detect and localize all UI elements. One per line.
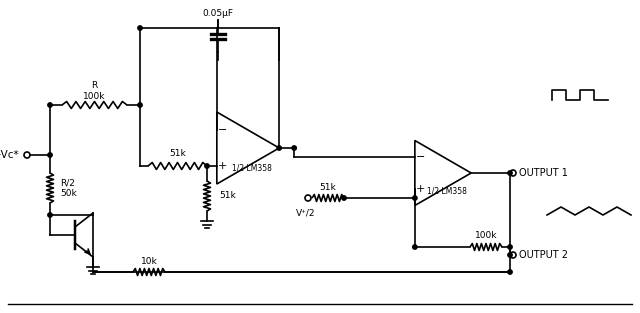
Text: V⁺/2: V⁺/2 [296,209,316,218]
Text: R/2
50k: R/2 50k [60,178,77,198]
Text: −: − [218,125,227,135]
Circle shape [413,196,417,200]
Circle shape [413,245,417,249]
Text: 51k: 51k [219,192,236,201]
Text: R
100k: R 100k [83,81,106,101]
Text: 10k: 10k [141,256,157,265]
Circle shape [48,153,52,157]
Text: +: + [218,161,227,171]
Circle shape [138,26,142,30]
Circle shape [508,171,512,175]
Circle shape [48,213,52,217]
Text: OUTPUT 2: OUTPUT 2 [519,250,568,260]
Text: +Vᴄ*: +Vᴄ* [0,150,20,160]
Text: 51k: 51k [169,150,186,158]
Text: 100k: 100k [475,232,497,240]
Text: OUTPUT 1: OUTPUT 1 [519,168,568,178]
Text: 0.05μF: 0.05μF [202,9,234,18]
Circle shape [138,103,142,107]
Text: +: + [416,184,426,194]
Text: 1/2 LM358: 1/2 LM358 [232,163,272,172]
Circle shape [277,146,282,150]
Text: 51k: 51k [319,182,337,192]
Circle shape [508,270,512,274]
Circle shape [205,164,209,168]
Circle shape [342,196,346,200]
Circle shape [48,103,52,107]
Circle shape [508,253,512,257]
Circle shape [292,146,296,150]
Circle shape [508,245,512,249]
Text: −: − [416,152,426,162]
Text: 1/2 LM358: 1/2 LM358 [427,187,467,196]
